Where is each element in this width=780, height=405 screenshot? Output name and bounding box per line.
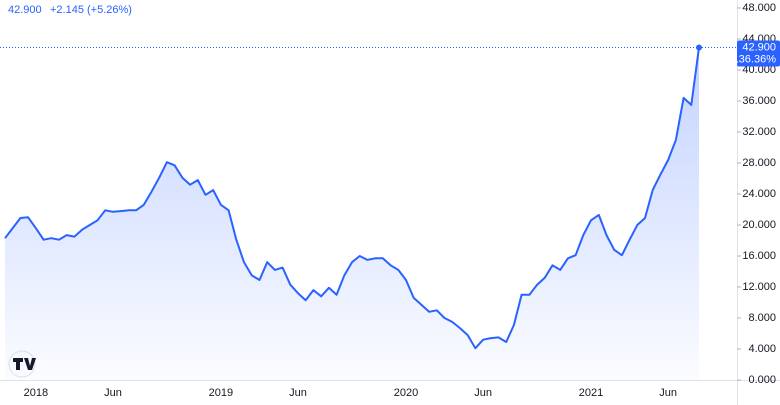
x-tick-label: Jun [474, 387, 492, 399]
x-tick-label: 2021 [579, 387, 603, 399]
badge-percent: 136.36% [733, 53, 777, 65]
y-tick-label: 12.000 [742, 281, 776, 293]
area [5, 47, 699, 380]
price-badge [737, 40, 780, 67]
y-tick-label: 0.000 [748, 374, 776, 386]
price-label: 42.900 [8, 4, 42, 16]
price-line [4, 47, 700, 350]
y-tick-label: 28.000 [742, 157, 776, 169]
y-tick-label: 40.000 [742, 64, 776, 76]
y-tick-label: 24.000 [742, 188, 776, 200]
x-tick-label: Jun [289, 387, 307, 399]
y-tick-label: 8.000 [748, 312, 776, 324]
x-tick-label: Jun [659, 387, 677, 399]
change-label: +2.145 (+5.26%) [50, 4, 132, 16]
x-tick-label: Jun [104, 387, 122, 399]
y-tick-label: 36.000 [742, 95, 776, 107]
y-tick-label: 32.000 [742, 126, 776, 138]
badge-price: 42.900 [742, 41, 776, 53]
y-tick-label: 48.000 [742, 2, 776, 14]
x-tick-label: 2020 [394, 387, 418, 399]
y-tick-label: 20.000 [742, 219, 776, 231]
x-tick-label: 2019 [209, 387, 233, 399]
x-tick-label: 2018 [24, 387, 48, 399]
last-point [696, 44, 702, 51]
y-tick-label: 16.000 [742, 250, 776, 262]
y-tick-label: 4.000 [748, 343, 776, 355]
